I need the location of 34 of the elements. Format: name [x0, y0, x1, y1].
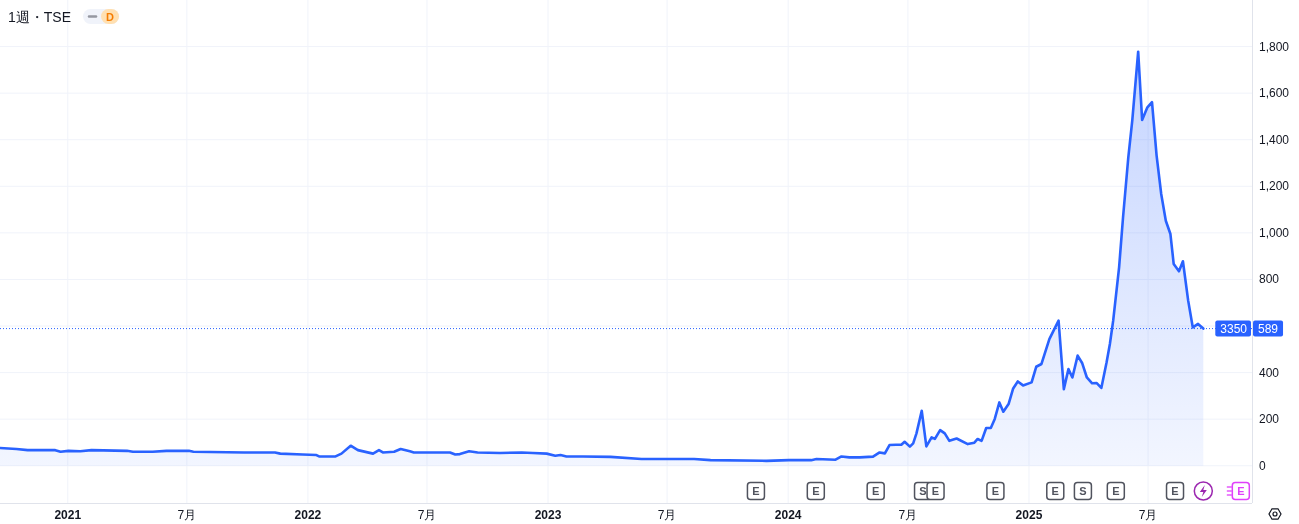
x-tick-label: 7月	[417, 508, 437, 522]
x-tick-label: 7月	[898, 508, 918, 522]
annotation: E	[752, 485, 760, 497]
annotation: E	[1237, 485, 1245, 497]
annotation: D	[106, 10, 115, 23]
y-tick-label: 1,800	[1259, 39, 1290, 54]
x-tick-label: 2024	[774, 508, 802, 522]
y-tick-label: 1,000	[1259, 225, 1290, 240]
title: 1週・TSE	[8, 9, 71, 25]
x-tick-label: 2023	[534, 508, 562, 522]
x-tick-label: 7月	[1138, 508, 1158, 522]
annotation: E	[812, 485, 820, 497]
x-tick-label: 2022	[294, 508, 322, 522]
y-tick-label: 1,600	[1259, 86, 1290, 101]
y-tick-label: 400	[1259, 365, 1280, 380]
y-tick-label: 800	[1259, 272, 1280, 287]
annotation: S	[919, 485, 927, 497]
annotation: E	[1112, 485, 1120, 497]
annotation: E	[991, 485, 1000, 497]
y-tick-label: 1,200	[1259, 179, 1290, 194]
y-tick-label: 200	[1259, 412, 1280, 427]
ref-line-label: 589	[1258, 321, 1279, 336]
y-tick-label: 0	[1259, 458, 1266, 473]
x-tick-label: 7月	[657, 508, 677, 522]
annotation: 3350	[1220, 321, 1248, 336]
annotation: E	[1171, 485, 1179, 497]
x-tick-label: 2021	[54, 508, 82, 522]
x-tick-label: 2025	[1015, 508, 1043, 522]
annotation: S	[1079, 485, 1087, 497]
x-tick-label: 7月	[177, 508, 197, 522]
annotation: E	[1051, 485, 1059, 497]
annotation: E	[931, 485, 940, 497]
y-tick-label: 1,400	[1259, 132, 1290, 147]
annotation: E	[872, 485, 880, 497]
